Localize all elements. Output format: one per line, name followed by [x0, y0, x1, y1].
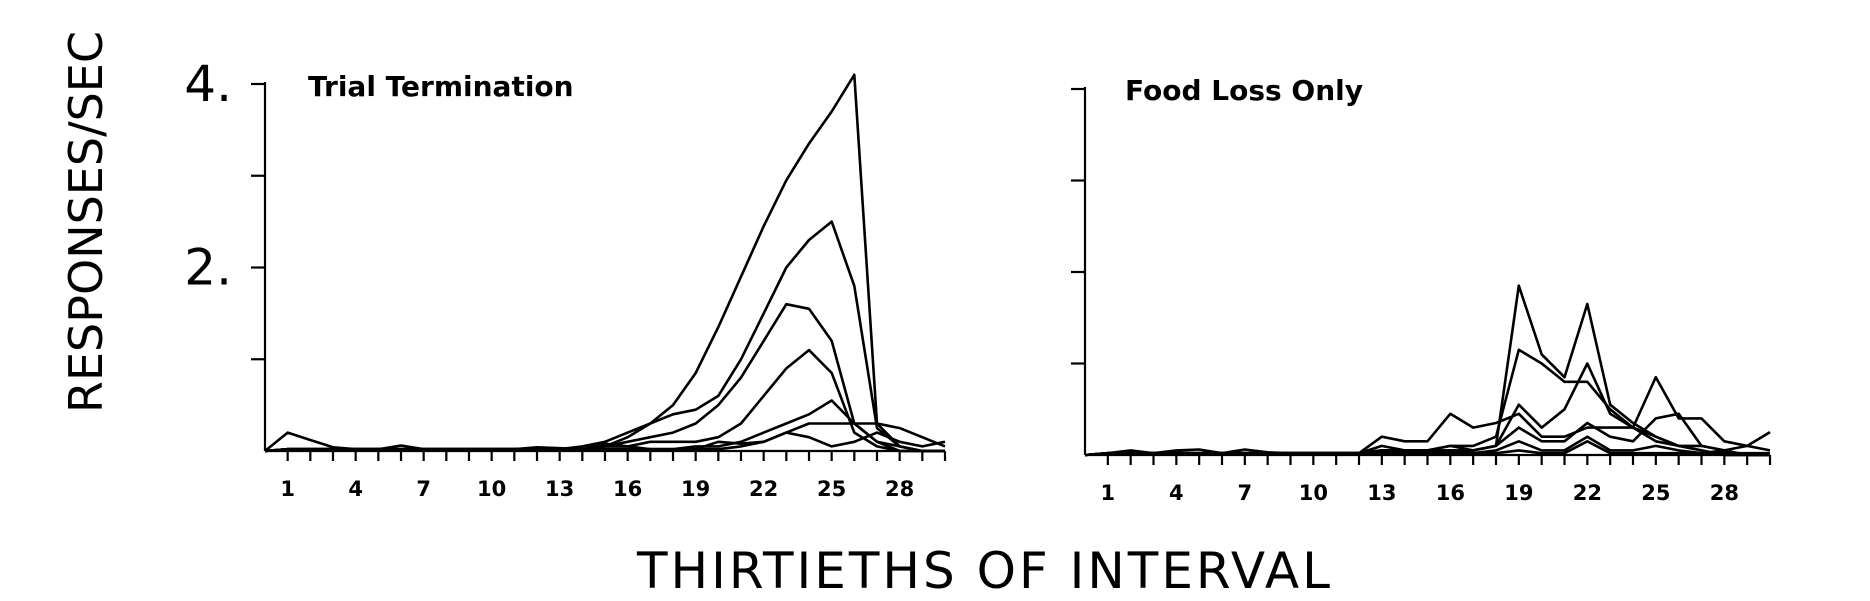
- series-line-7: [1084, 439, 1770, 457]
- x-axis: 1 4 7 10 13 16 19 22 25 28: [265, 449, 947, 501]
- y-axis-label: RESPONSES/SEC: [59, 31, 113, 413]
- series-group: [1084, 284, 1771, 457]
- x-tick-label: 16: [1436, 481, 1465, 505]
- x-tick-label: 1: [1101, 481, 1116, 505]
- panel-title: Trial Termination: [308, 70, 574, 103]
- x-tick-label: 4: [1169, 481, 1184, 505]
- x-tick-label: 25: [817, 477, 846, 501]
- x-tick-label: 7: [1238, 481, 1253, 505]
- x-tick-label: 10: [477, 477, 506, 501]
- x-tick-label: 19: [681, 477, 710, 501]
- x-tick-label: 28: [1710, 481, 1739, 505]
- series-group: [264, 73, 946, 453]
- series-line-1: [264, 73, 945, 453]
- panel-food-loss-only: Food Loss Only 1 4 7 10 13 16 19 22 25 28: [1071, 74, 1772, 505]
- series-line-4: [264, 348, 945, 453]
- x-axis: 1 4 7 10 13 16 19 22 25 28: [1085, 453, 1772, 505]
- panel-trial-termination: Trial Termination 2. 4. 1 4 7 10 13 16 19 22 25 28: [184, 55, 947, 501]
- x-tick-label: 19: [1504, 481, 1533, 505]
- series-line-7: [264, 431, 946, 453]
- y-axis: [1071, 87, 1087, 455]
- series-line-2: [1084, 348, 1770, 457]
- panel-title: Food Loss Only: [1125, 74, 1363, 107]
- y-tick-label: 4.: [184, 55, 232, 113]
- x-tick-label: 25: [1641, 481, 1670, 505]
- x-tick-label: 1: [280, 477, 295, 501]
- series-line-3: [264, 302, 945, 453]
- x-tick-label: 4: [348, 477, 363, 501]
- series-line-1: [1084, 284, 1770, 457]
- x-tick-label: 22: [1573, 481, 1602, 505]
- x-tick-label: 28: [885, 477, 914, 501]
- y-axis: 2. 4.: [184, 55, 267, 451]
- series-line-2: [264, 220, 945, 453]
- x-tick-label: 16: [613, 477, 642, 501]
- x-tick-label: 13: [1367, 481, 1396, 505]
- y-tick-label: 2.: [184, 239, 232, 297]
- x-tick-label: 10: [1299, 481, 1328, 505]
- x-tick-label: 13: [545, 477, 574, 501]
- x-axis-label: THIRTIETHS OF INTERVAL: [636, 542, 1333, 600]
- x-tick-label: 7: [416, 477, 431, 501]
- x-tick-label: 22: [749, 477, 778, 501]
